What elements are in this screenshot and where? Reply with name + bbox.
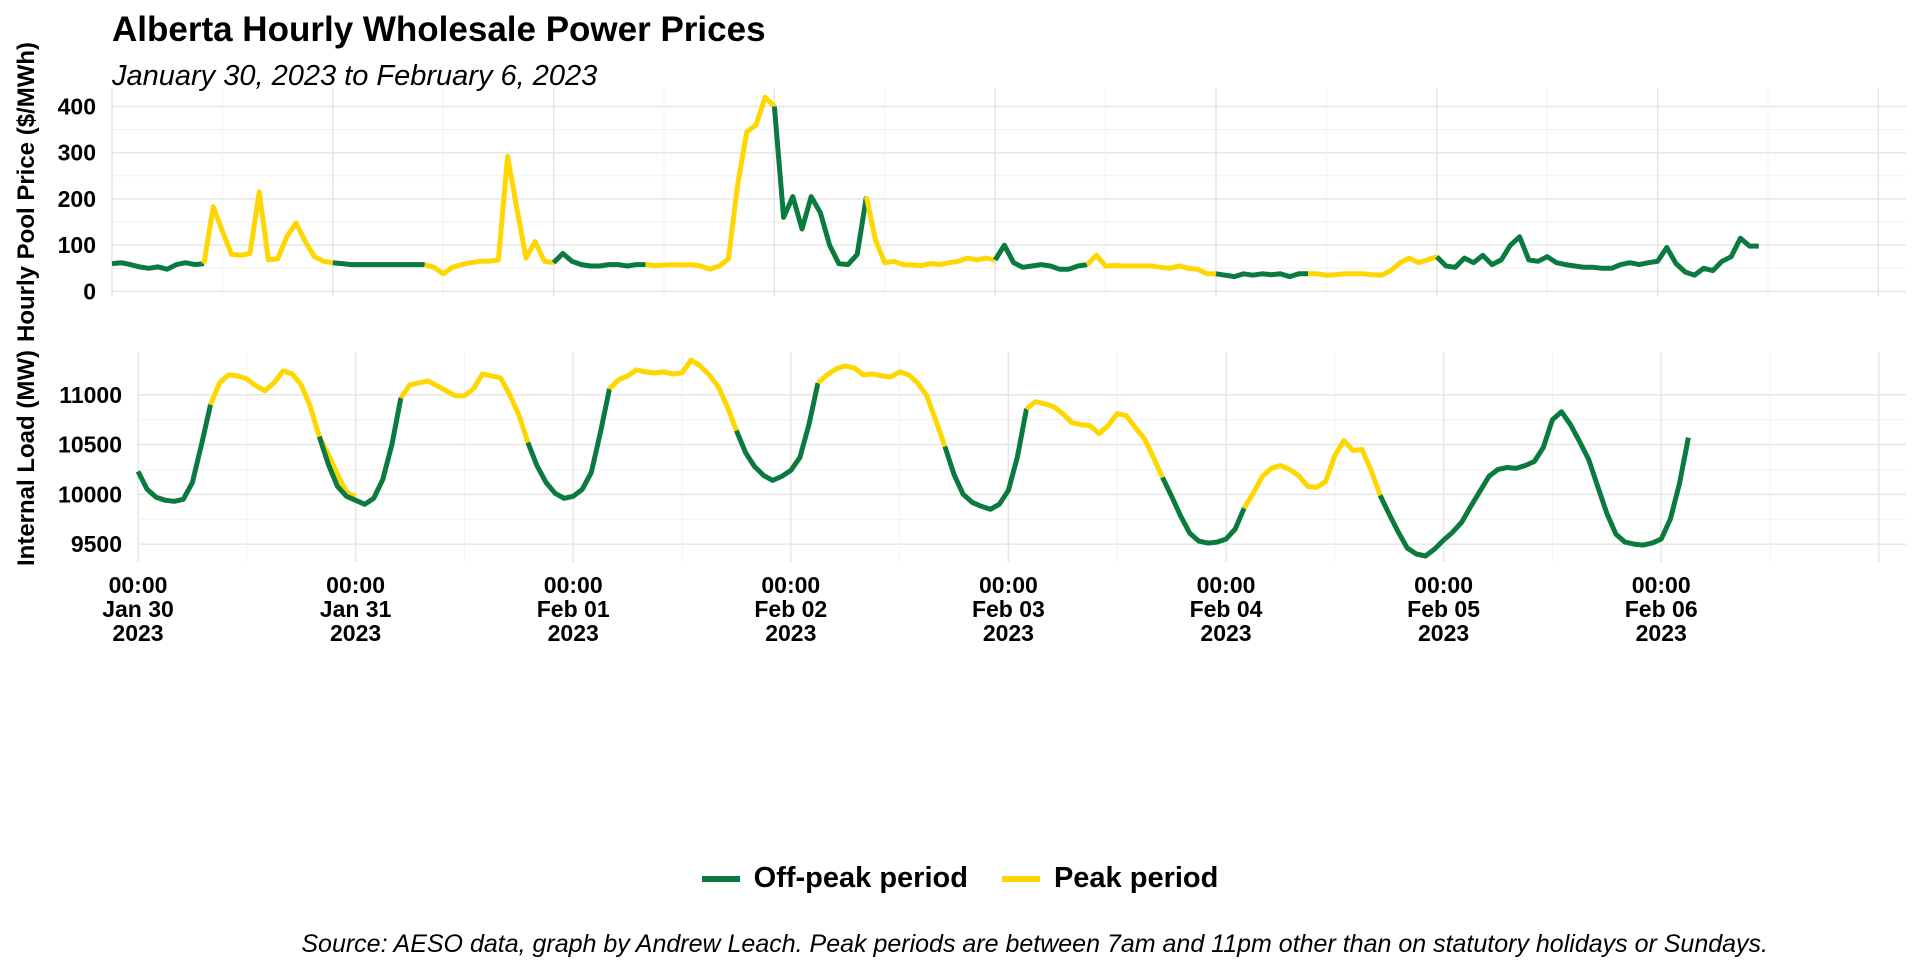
y-tick-label: 400 [58, 93, 96, 119]
series-line-peak [1241, 438, 1383, 510]
series-line-peak [424, 153, 554, 277]
series-line-peak [607, 357, 739, 432]
x-tick-label: 00:00 Feb 02 2023 [754, 572, 827, 646]
series-line-peak [398, 371, 531, 444]
series-line-offpeak [1377, 409, 1691, 559]
legend-label-peak: Peak period [1053, 862, 1219, 894]
x-tick-label: 00:00 Feb 03 2023 [972, 572, 1045, 646]
x-tick-label: 00:00 Feb 04 2023 [1190, 572, 1263, 646]
y-tick-label: 10000 [58, 481, 122, 507]
series-line-peak [816, 363, 948, 448]
series-line-offpeak [316, 397, 404, 507]
y-tick-label: 200 [58, 186, 96, 212]
x-tick-label: 00:00 Jan 30 2023 [102, 572, 174, 646]
x-tick-label: 00:00 Feb 01 2023 [537, 572, 610, 646]
series-line-offpeak [111, 260, 205, 272]
series-line-offpeak [135, 404, 213, 504]
axes: 0 100 200 300 400 Hourly Pool Price ($/MWh) 95… [13, 42, 1698, 646]
legend-item-peak: Peak period [1001, 862, 1219, 895]
series-line-offpeak [734, 382, 821, 483]
legend-item-offpeak: Off-peak period [701, 862, 968, 895]
x-tick-label: 00:00 Feb 05 2023 [1407, 572, 1480, 646]
series-line-peak [1024, 399, 1165, 479]
legend-label-offpeak: Off-peak period [753, 862, 968, 894]
chart-canvas: 0 100 200 300 400 Hourly Pool Price ($/MWh) 95… [13, 42, 1906, 646]
y-tick-label: 0 [83, 278, 96, 304]
series-line-offpeak [993, 242, 1088, 272]
series-line-peak [201, 189, 334, 266]
y-tick-label: 300 [58, 140, 96, 166]
chart-title: Alberta Hourly Wholesale Power Prices [112, 10, 766, 49]
series-line-offpeak [525, 388, 612, 501]
series-line-offpeak [1435, 234, 1759, 278]
series-line-offpeak [551, 251, 646, 269]
legend: Off-peak period Peak period [0, 862, 1920, 895]
chart-subtitle: January 30, 2023 to February 6, 2023 [112, 60, 598, 92]
x-tick-label: 00:00 Feb 06 2023 [1625, 572, 1698, 646]
series-line-peak [208, 368, 357, 499]
y-tick-label: 100 [58, 232, 96, 258]
series-line-offpeak [332, 260, 425, 268]
y-tick-label: 11000 [59, 382, 122, 408]
source-caption: Source: AESO data, graph by Andrew Leach… [301, 930, 1768, 958]
series-line-peak [1085, 252, 1216, 277]
series-line-peak [863, 196, 996, 268]
series-line-peak [645, 94, 777, 272]
y-tick-label: 9500 [71, 531, 122, 557]
series-line-offpeak [1215, 271, 1308, 280]
legend-swatch-peak [1001, 875, 1040, 882]
y-axis-label: Internal Load (MW) [13, 350, 40, 566]
series-line-offpeak [1160, 476, 1247, 546]
y-tick-label: 10500 [58, 432, 122, 458]
y-axis-label: Hourly Pool Price ($/MWh) [13, 42, 40, 342]
legend-swatch-offpeak [701, 875, 740, 882]
series-line-offpeak [942, 408, 1029, 512]
series-lines [111, 94, 1759, 559]
series-line-offpeak [771, 106, 869, 268]
series-line-peak [1308, 254, 1438, 278]
x-tick-label: 00:00 Jan 31 2023 [320, 572, 392, 646]
